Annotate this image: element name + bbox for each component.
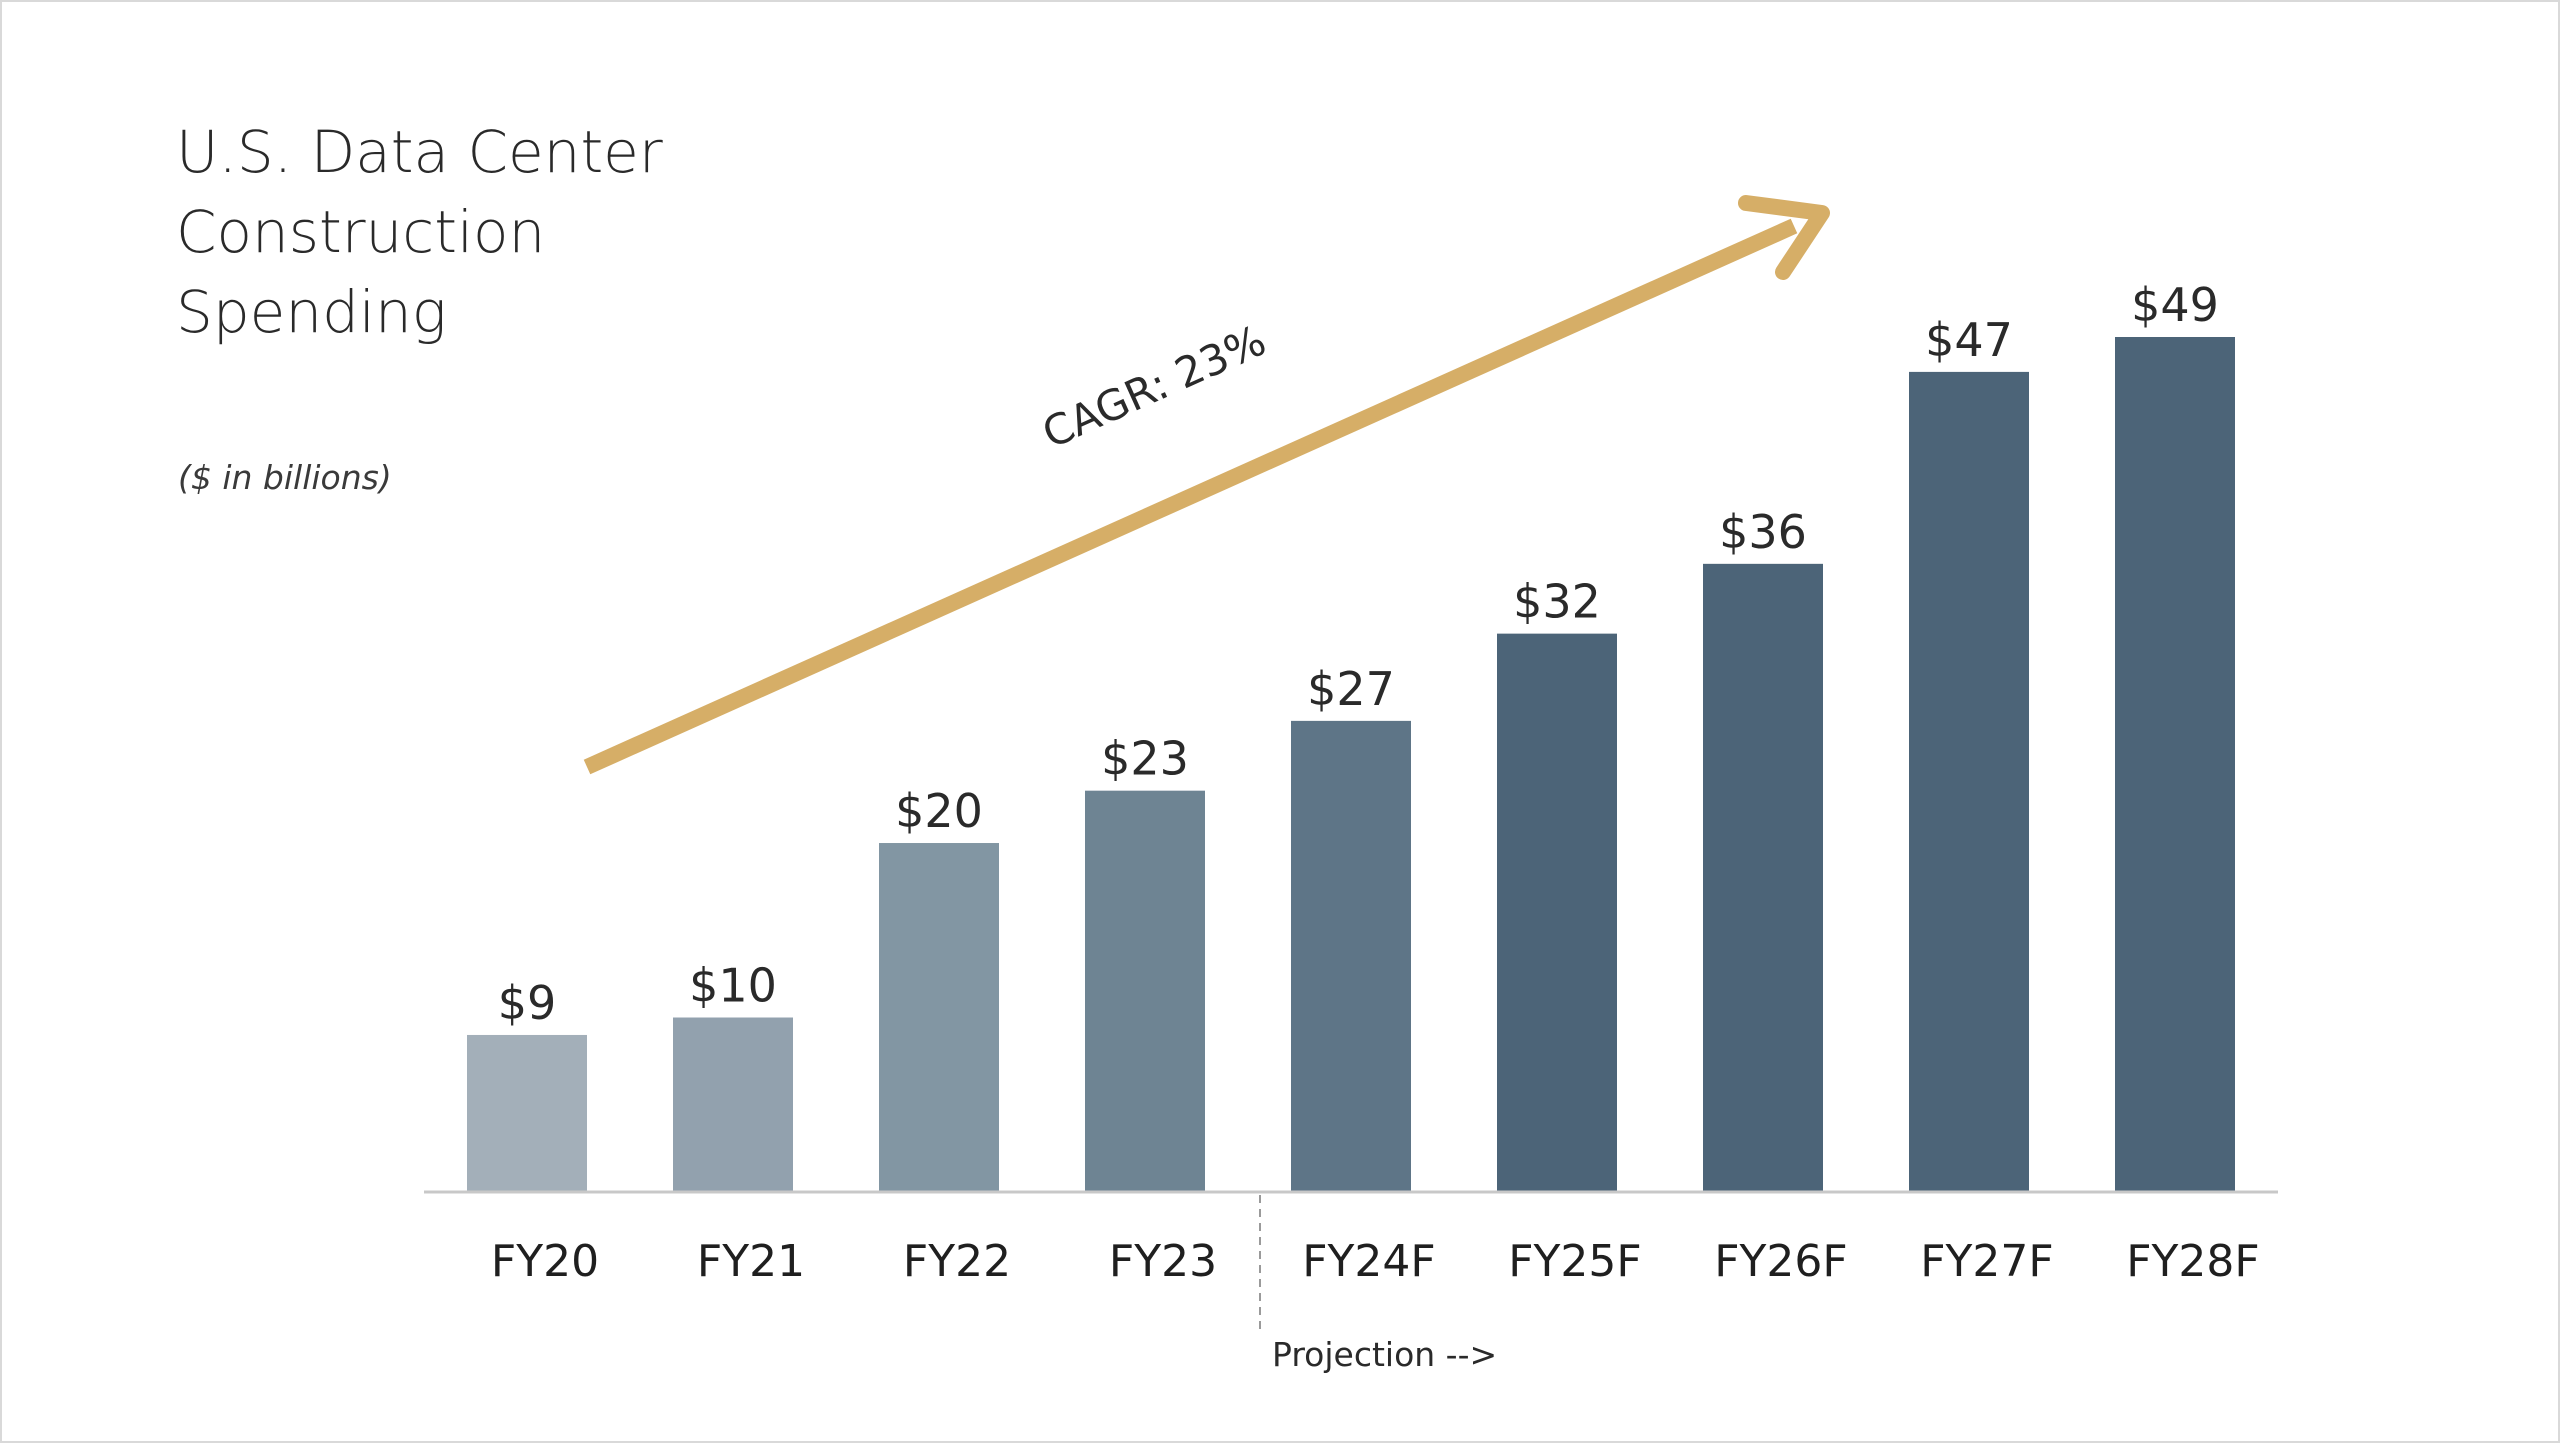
x-tick-fy21: FY21 bbox=[697, 1236, 805, 1287]
bar-fy27f bbox=[1909, 371, 2029, 1192]
chart-title: U.S. Data Center Construction Spending bbox=[176, 112, 663, 352]
bar-fy20 bbox=[467, 1034, 587, 1192]
chart-title-line-3: Spending bbox=[176, 278, 447, 346]
value-label-fy26f: $36 bbox=[1719, 505, 1807, 559]
x-tick-fy25f: FY25F bbox=[1508, 1236, 1641, 1287]
value-label-fy24f: $27 bbox=[1307, 662, 1395, 716]
x-tick-fy23: FY23 bbox=[1109, 1236, 1217, 1287]
value-label-fy23: $23 bbox=[1101, 732, 1189, 786]
arrow-up-right-icon bbox=[583, 195, 1830, 775]
value-label-fy28f: $49 bbox=[2131, 278, 2219, 332]
chart-title-line-1: U.S. Data Center bbox=[176, 118, 663, 186]
arrow-shaft bbox=[583, 218, 1798, 775]
bar-fy24f bbox=[1291, 720, 1411, 1192]
chart-subtitle: ($ in billions) bbox=[178, 458, 392, 497]
x-tick-fy24f: FY24F bbox=[1302, 1236, 1435, 1287]
x-tick-fy27f: FY27F bbox=[1920, 1236, 2053, 1287]
x-tick-fy26f: FY26F bbox=[1714, 1236, 1847, 1287]
value-label-fy27f: $47 bbox=[1925, 313, 2013, 367]
value-label-fy25f: $32 bbox=[1513, 575, 1601, 629]
x-tick-fy28f: FY28F bbox=[2126, 1236, 2259, 1287]
value-label-fy22: $20 bbox=[895, 784, 983, 838]
bar-fy23 bbox=[1085, 790, 1205, 1192]
bar-fy22 bbox=[879, 843, 999, 1192]
x-tick-labels-group: FY20 FY21 FY22 FY23 FY24F FY25F FY26F FY27F FY28… bbox=[491, 1236, 2260, 1287]
cagr-annotation: CAGR: 23% bbox=[1035, 316, 1273, 458]
x-tick-fy20: FY20 bbox=[491, 1236, 599, 1287]
projection-label: Projection --> bbox=[1272, 1335, 1497, 1374]
bar-fy28f bbox=[2115, 337, 2235, 1192]
bar-fy26f bbox=[1703, 563, 1823, 1192]
arrow-head bbox=[1738, 195, 1830, 280]
value-labels-group: $9 $10 $20 $23 $27 $32 $36 $47 $49 bbox=[498, 278, 2219, 1030]
chart-title-line-2: Construction bbox=[176, 198, 546, 266]
value-label-fy21: $10 bbox=[689, 959, 777, 1013]
value-label-fy20: $9 bbox=[498, 976, 557, 1030]
bars-group bbox=[467, 337, 2235, 1192]
bar-fy25f bbox=[1497, 633, 1617, 1192]
bar-fy21 bbox=[673, 1017, 793, 1192]
x-tick-fy22: FY22 bbox=[903, 1236, 1011, 1287]
